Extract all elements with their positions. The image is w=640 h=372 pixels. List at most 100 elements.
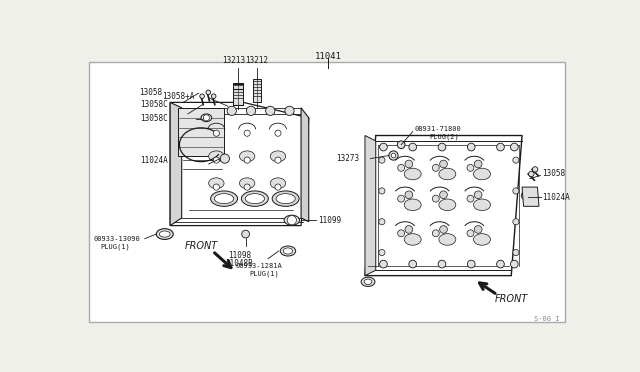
Circle shape [242, 230, 250, 238]
Circle shape [244, 130, 250, 136]
Text: 13213: 13213 [221, 57, 245, 65]
Ellipse shape [272, 191, 299, 206]
Bar [234, 83, 243, 105]
Circle shape [474, 191, 482, 199]
Ellipse shape [239, 151, 255, 162]
Circle shape [285, 106, 294, 115]
Circle shape [497, 143, 504, 151]
Circle shape [391, 153, 396, 158]
Bar [253, 78, 261, 102]
Circle shape [397, 164, 404, 171]
Ellipse shape [276, 194, 295, 203]
Text: PLUG(2): PLUG(2) [429, 134, 460, 140]
Text: 13058C: 13058C [140, 100, 168, 109]
Text: 13058+A: 13058+A [162, 92, 194, 101]
Circle shape [440, 160, 447, 168]
Polygon shape [178, 108, 224, 156]
Circle shape [379, 157, 385, 163]
Circle shape [433, 164, 439, 171]
Text: FRONT: FRONT [495, 294, 528, 304]
Ellipse shape [156, 229, 173, 240]
Circle shape [438, 143, 446, 151]
Circle shape [227, 106, 236, 115]
Ellipse shape [474, 234, 490, 245]
Ellipse shape [209, 151, 224, 162]
Polygon shape [365, 135, 376, 276]
Circle shape [389, 151, 398, 160]
Circle shape [287, 216, 296, 225]
Circle shape [213, 130, 220, 136]
Text: PLUG(1): PLUG(1) [250, 271, 279, 278]
Circle shape [379, 219, 385, 225]
Circle shape [213, 157, 220, 163]
Circle shape [397, 141, 405, 148]
Ellipse shape [245, 194, 264, 203]
Ellipse shape [439, 199, 456, 211]
Text: 11041: 11041 [315, 52, 341, 61]
Circle shape [379, 188, 385, 194]
Ellipse shape [474, 199, 490, 211]
Circle shape [275, 184, 281, 190]
Circle shape [529, 171, 534, 177]
Circle shape [405, 225, 413, 233]
Text: 11024A: 11024A [140, 155, 168, 165]
Ellipse shape [270, 151, 285, 162]
Circle shape [513, 219, 519, 225]
Polygon shape [170, 102, 182, 225]
Circle shape [244, 157, 250, 163]
Text: PLUG(1): PLUG(1) [100, 243, 130, 250]
Circle shape [220, 154, 230, 163]
Polygon shape [170, 102, 308, 225]
Ellipse shape [284, 215, 300, 225]
Circle shape [266, 106, 275, 115]
Text: 13212: 13212 [246, 57, 269, 65]
Circle shape [211, 94, 216, 99]
Polygon shape [365, 135, 522, 276]
Circle shape [275, 130, 281, 136]
Circle shape [511, 143, 518, 151]
Circle shape [275, 157, 281, 163]
Circle shape [380, 143, 387, 151]
Circle shape [405, 160, 413, 168]
Circle shape [379, 250, 385, 256]
Circle shape [467, 164, 474, 171]
Ellipse shape [211, 191, 237, 206]
Circle shape [213, 184, 220, 190]
Text: S·00 I: S·00 I [534, 316, 559, 322]
Ellipse shape [280, 246, 296, 256]
Circle shape [513, 188, 519, 194]
Circle shape [440, 225, 447, 233]
Circle shape [397, 230, 404, 237]
Circle shape [246, 106, 255, 115]
Text: 13058: 13058 [542, 170, 565, 179]
Text: FRONT: FRONT [184, 241, 218, 251]
Circle shape [200, 94, 204, 99]
Text: 11098: 11098 [228, 251, 251, 260]
Ellipse shape [214, 194, 234, 203]
Text: 11024A: 11024A [542, 193, 570, 202]
Ellipse shape [239, 178, 255, 189]
Ellipse shape [439, 234, 456, 245]
Ellipse shape [404, 168, 421, 180]
Text: 11099: 11099 [318, 216, 341, 225]
Circle shape [244, 184, 250, 190]
Ellipse shape [270, 178, 285, 189]
Text: 08931-71800: 08931-71800 [414, 126, 461, 132]
Text: 00933-13090: 00933-13090 [93, 236, 140, 242]
Ellipse shape [404, 199, 421, 211]
Circle shape [397, 195, 404, 202]
Circle shape [497, 260, 504, 268]
Ellipse shape [439, 168, 456, 180]
Circle shape [474, 225, 482, 233]
Circle shape [511, 260, 518, 268]
Circle shape [521, 192, 529, 199]
Text: 00933-1281A: 00933-1281A [236, 263, 282, 269]
Ellipse shape [284, 248, 292, 254]
Circle shape [438, 260, 446, 268]
Text: 13058: 13058 [140, 88, 163, 97]
Circle shape [380, 260, 387, 268]
Circle shape [513, 250, 519, 256]
Circle shape [513, 157, 519, 163]
Ellipse shape [159, 231, 170, 237]
Ellipse shape [209, 178, 224, 189]
